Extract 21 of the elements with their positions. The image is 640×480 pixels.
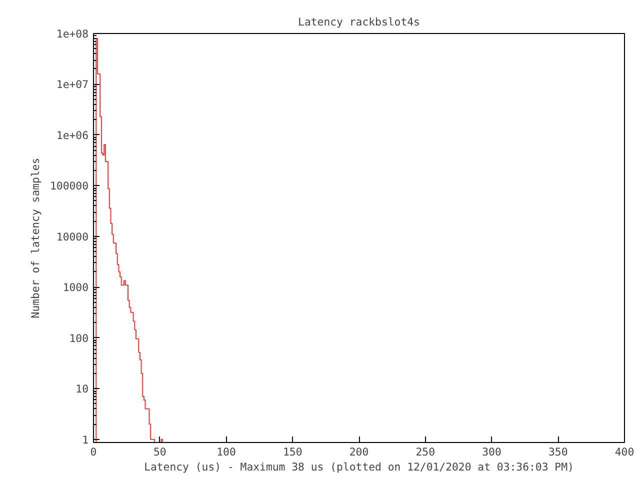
- y-tick-label: 1e+07: [56, 78, 88, 92]
- y-axis-title: Number of latency samples: [29, 158, 42, 318]
- x-tick-label: 400: [614, 446, 634, 458]
- x-tick-label: 200: [349, 446, 369, 458]
- x-tick-label: 350: [548, 446, 568, 458]
- x-tick-label: 100: [216, 446, 236, 458]
- y-tick-label: 1: [82, 433, 89, 446]
- y-tick-label: 1e+06: [56, 128, 88, 142]
- x-tick-label: 50: [153, 446, 166, 458]
- y-tick-label: 1000: [62, 281, 89, 294]
- x-tick-label: 150: [283, 446, 302, 458]
- y-tick-label: 100000: [50, 180, 89, 193]
- x-axis-title: Latency (us) - Maximum 38 us (plotted on 12/01/2020 at 03:36:03 PM): [144, 460, 574, 474]
- x-tick-label: 0: [90, 446, 97, 458]
- chart-title: Latency rackbslot4s: [298, 16, 420, 28]
- y-tick-label: 10: [76, 382, 89, 396]
- y-tick-label: 1e+08: [56, 28, 88, 40]
- y-tick-label: 100: [69, 332, 89, 345]
- x-tick-label: 250: [416, 446, 435, 458]
- y-tick-label: 10000: [56, 230, 88, 244]
- x-tick-label: 300: [482, 446, 502, 458]
